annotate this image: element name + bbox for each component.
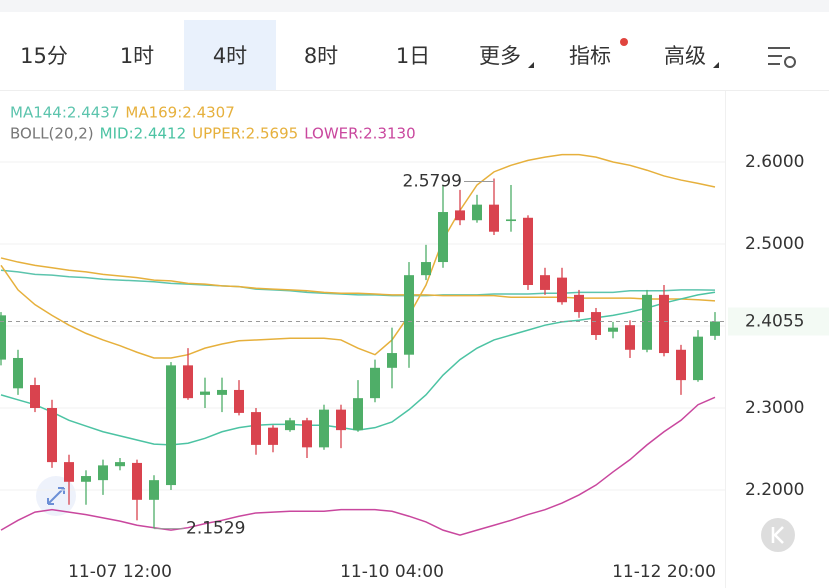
indicator-line — [0, 257, 716, 302]
candle-body — [115, 462, 125, 467]
candle-body — [489, 204, 499, 232]
legend-entry: UPPER:2.5695 — [192, 125, 298, 143]
candle-body — [234, 389, 244, 413]
candle-body — [455, 210, 465, 221]
y-tick-label: 2.3000 — [745, 398, 804, 418]
candle-body — [693, 336, 703, 381]
candle-body — [642, 294, 652, 350]
candle-body — [676, 349, 686, 381]
tab-divider — [0, 90, 829, 91]
tab[interactable]: 8时 — [304, 44, 338, 68]
status-strip — [0, 0, 829, 12]
candle-body — [523, 217, 533, 286]
candle-body — [200, 391, 210, 395]
tab[interactable]: 1时 — [120, 44, 154, 68]
candle-body — [574, 294, 584, 313]
candle-body — [302, 420, 312, 448]
tab-selected-bg — [184, 20, 276, 90]
y-tick-label: 2.2000 — [745, 480, 804, 500]
indicator-label: BOLL(20,2) — [10, 125, 94, 143]
collapse-button[interactable] — [761, 518, 795, 552]
candle-body — [217, 389, 227, 395]
dropdown-triangle — [713, 62, 719, 68]
candle-body — [13, 357, 23, 389]
candle-body — [353, 398, 363, 431]
high-label: 2.5799 — [403, 171, 462, 191]
tab[interactable]: 15分 — [20, 44, 68, 68]
low-label: 2.1529 — [186, 519, 245, 539]
tab[interactable]: 4时 — [213, 44, 247, 68]
x-tick-label: 11-07 12:00 — [68, 562, 172, 582]
candle-body — [0, 315, 6, 360]
legend-entry: MA169:2.4307 — [125, 104, 234, 122]
candle-body — [81, 476, 91, 482]
dropdown-triangle — [528, 62, 534, 68]
tab[interactable]: 高级 — [664, 44, 706, 68]
candle-body — [387, 353, 397, 368]
candle-body — [404, 275, 414, 355]
candle-body — [268, 427, 278, 445]
indicator-line — [0, 153, 716, 359]
candle-body — [336, 409, 346, 431]
y-tick-label: 2.5000 — [745, 234, 804, 254]
candle-body — [659, 294, 669, 354]
candle-body — [149, 480, 159, 500]
candle-body — [557, 277, 567, 303]
indicator-line — [0, 396, 716, 536]
tab[interactable]: 指标 — [569, 44, 611, 68]
candle-body — [591, 312, 601, 336]
candle-body — [30, 385, 40, 408]
y-tick-label: 2.6000 — [745, 152, 804, 172]
x-tick-label: 11-12 20:00 — [612, 562, 716, 582]
candle-body — [421, 262, 431, 276]
expand-button[interactable] — [36, 476, 76, 516]
legend-entry: LOWER:2.3130 — [304, 125, 415, 143]
candle-body — [438, 212, 448, 263]
candle-body — [98, 465, 108, 481]
candle-body — [285, 420, 295, 431]
candle-body — [506, 219, 516, 222]
candle-body — [608, 327, 618, 332]
candle-body — [625, 325, 635, 350]
candle-body — [319, 409, 329, 448]
last-price-label: 2.4055 — [745, 311, 804, 331]
candle-body — [251, 412, 261, 445]
candle-body — [132, 462, 142, 500]
candle-body — [166, 365, 176, 486]
last-price-bg — [728, 307, 829, 336]
candle-body — [710, 321, 720, 336]
legend-entry: MA144:2.4437 — [10, 104, 119, 122]
candle-body — [183, 365, 193, 399]
settings-icon[interactable] — [768, 47, 796, 68]
candle-body — [47, 407, 57, 463]
indicator-line — [0, 269, 716, 297]
legend-bg — [0, 100, 560, 146]
tab[interactable]: 更多 — [479, 44, 521, 68]
x-tick-label: 11-10 04:00 — [340, 562, 444, 582]
candle-body — [370, 367, 380, 399]
candle-body — [540, 275, 550, 290]
legend-entry: MID:2.4412 — [100, 125, 186, 143]
candle-body — [64, 462, 74, 482]
axis-divider — [725, 91, 726, 588]
tab[interactable]: 1日 — [396, 44, 430, 68]
candle-body — [472, 204, 482, 221]
notice-dot — [620, 38, 628, 46]
